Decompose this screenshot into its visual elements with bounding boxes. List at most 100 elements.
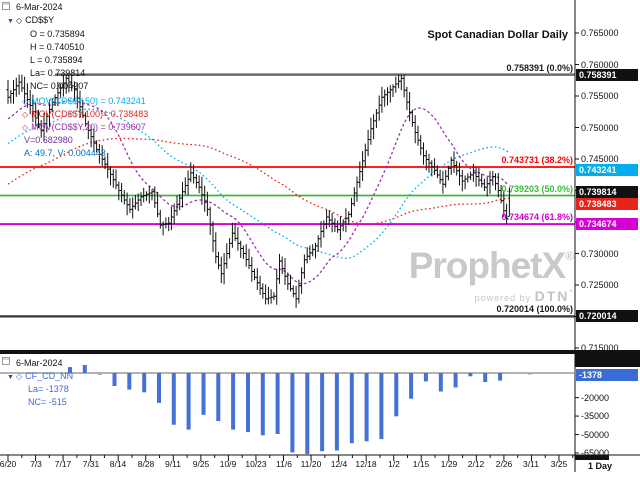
cot-bar[interactable]: [349, 373, 354, 444]
x-axis-date-label: 9/25: [192, 459, 210, 469]
cot-bar[interactable]: [290, 373, 295, 453]
indicator-legend-row[interactable]: ◇ MOV(CD$$Y,20) = 0.739607: [22, 122, 146, 133]
collapse-triangle-icon[interactable]: ▼: [7, 374, 14, 381]
x-axis-date-label: 9/11: [165, 459, 181, 469]
quote-netchange: NC= 0.004207: [30, 81, 89, 91]
bottom-panel-grid-icon[interactable]: [2, 357, 10, 365]
cot-bar[interactable]: [171, 373, 176, 425]
watermark-powered-by: powered by DTN°: [474, 288, 574, 304]
x-axis-date-label: 2/12: [467, 459, 485, 469]
x-axis-date-label: 1/2: [388, 459, 400, 469]
collapse-triangle-icon[interactable]: ▼: [7, 18, 14, 25]
indicator-legend-row[interactable]: ◇ MOV(CD$$Y,100)= 0.738483: [22, 109, 148, 120]
cot-bar[interactable]: [142, 373, 147, 393]
cot-bar[interactable]: [201, 373, 206, 415]
y-axis-label-bottom: -65000: [581, 448, 610, 458]
cot-bar[interactable]: [468, 373, 473, 377]
cot-bar[interactable]: [364, 373, 369, 442]
fib-level-label: 0.734674 (61.8%): [501, 212, 573, 222]
cot-bar[interactable]: [334, 373, 339, 451]
candle-close-ticks: [8, 77, 512, 300]
cot-bar[interactable]: [275, 373, 280, 434]
cot-axis-badge: -1378: [576, 369, 638, 381]
prophetx-watermark: ProphetX® powered by DTN°: [409, 237, 574, 305]
x-axis-date-label: 3/11: [523, 459, 539, 469]
y-axis-label: 0.715000: [581, 343, 619, 353]
cot-bar[interactable]: [512, 373, 517, 375]
dtn-logo: DTN: [534, 288, 570, 304]
y-axis-label: 0.725000: [581, 280, 619, 290]
indicator-diamond-icon: ◇: [22, 110, 29, 119]
x-axis-date-label: 7/3: [30, 459, 42, 469]
cot-bar[interactable]: [394, 373, 399, 417]
main-symbol-label: CD$$Y: [25, 15, 55, 25]
cot-bar[interactable]: [320, 373, 325, 452]
x-axis-date-label: 3/25: [550, 459, 568, 469]
cot-bar[interactable]: [527, 373, 532, 375]
cot-bar[interactable]: [423, 373, 428, 382]
bottom-symbol-row[interactable]: ▼ ◇ CF_CD_NN: [7, 371, 73, 383]
y-axis-label: 0.750000: [581, 123, 619, 133]
price-axis-badge: 0.739814: [576, 186, 638, 198]
bottom-date-label: 6-Mar-2024: [16, 358, 63, 368]
panel-grid-icon[interactable]: [2, 2, 10, 10]
cot-bar[interactable]: [379, 373, 384, 440]
cot-bar[interactable]: [246, 373, 250, 433]
x-axis-date-label: 8/28: [137, 459, 155, 469]
indicator-legend-row[interactable]: V=0.682980: [24, 135, 73, 146]
quote-open: O = 0.735894: [30, 29, 85, 39]
indicator-label: MOV(CD$$Y,100)= 0.738483: [31, 109, 149, 119]
x-axis-date-label: 10/23: [245, 459, 267, 469]
indicator-label: V=0.682980: [24, 135, 73, 145]
x-axis-corner-box: [575, 455, 609, 460]
x-axis-date-label: 12/18: [355, 459, 377, 469]
price-axis-badge: 0.734674: [576, 218, 638, 230]
cot-bar[interactable]: [68, 367, 72, 373]
cot-bar[interactable]: [157, 373, 161, 403]
indicator-diamond-icon: ◇: [22, 123, 29, 132]
mov-20-line[interactable]: [7, 100, 510, 285]
cot-bar[interactable]: [409, 373, 414, 399]
x-axis-date-label: 11/6: [276, 459, 292, 469]
cot-bar[interactable]: [216, 373, 221, 421]
x-axis-date-label: 6/20: [0, 459, 17, 469]
cot-bar[interactable]: [260, 373, 265, 436]
candle-open-ticks: [6, 77, 510, 300]
y-axis-label: 0.760000: [581, 60, 619, 70]
price-axis-badge: 0.758391: [576, 69, 638, 81]
indicator-diamond-icon: ◇: [22, 97, 29, 106]
main-symbol-row[interactable]: ▼ ◇ CD$$Y: [7, 15, 54, 27]
axis-corner-box: [575, 350, 640, 367]
symbol-diamond-icon: ◇: [15, 16, 23, 25]
fib-level-label: 0.743731 (38.2%): [501, 155, 573, 165]
indicator-label: MOV(CD$$Y,50) = 0.743241: [31, 96, 146, 106]
x-axis-date-label: 2/26: [495, 459, 513, 469]
cot-bar[interactable]: [112, 373, 117, 386]
y-axis-label: 0.765000: [581, 28, 619, 38]
cot-bar[interactable]: [305, 373, 310, 454]
cot-bar[interactable]: [498, 373, 503, 381]
y-axis-label-bottom: -20000: [581, 393, 610, 403]
cot-bar[interactable]: [97, 373, 102, 375]
indicator-legend-row[interactable]: A: 49.7, V: 0.004443: [24, 148, 106, 159]
x-axis-date-label: 8/14: [109, 459, 127, 469]
cot-bar[interactable]: [231, 373, 236, 430]
x-axis-date-label: 12/4: [330, 459, 348, 469]
indicator-legend-row[interactable]: ◇ MOV(CD$$Y,50) = 0.743241: [22, 96, 146, 107]
y-axis-label: 0.730000: [581, 249, 619, 259]
mov-50-line[interactable]: [7, 108, 510, 259]
fib-level-label: 0.739203 (50.0%): [501, 184, 573, 194]
cot-bar[interactable]: [186, 373, 191, 430]
cot-bar[interactable]: [483, 373, 488, 382]
cot-bar[interactable]: [127, 373, 132, 390]
panel-separator[interactable]: [0, 350, 640, 354]
indicator-label: A: 49.7, V: 0.004443: [24, 148, 106, 158]
cot-bar[interactable]: [453, 373, 458, 388]
price-axis-badge: 0.738483: [576, 198, 638, 210]
cot-bar[interactable]: [82, 365, 87, 373]
bottom-last-value: La= -1378: [28, 384, 69, 394]
cot-bar[interactable]: [438, 373, 443, 392]
period-label: 1 Day: [588, 461, 613, 471]
